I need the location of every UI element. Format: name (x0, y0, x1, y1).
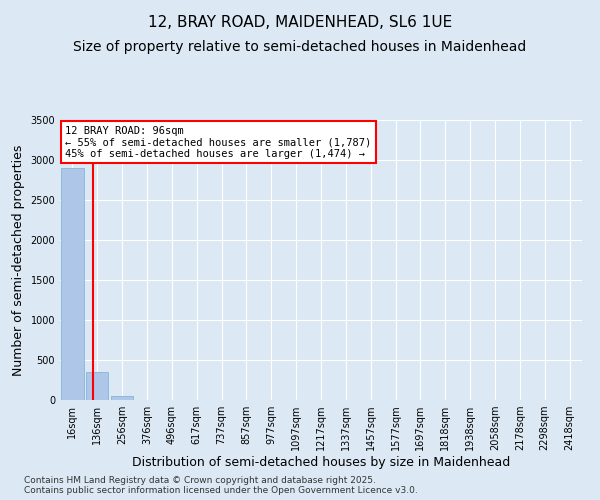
Text: 12 BRAY ROAD: 96sqm
← 55% of semi-detached houses are smaller (1,787)
45% of sem: 12 BRAY ROAD: 96sqm ← 55% of semi-detach… (65, 126, 371, 159)
Text: Contains HM Land Registry data © Crown copyright and database right 2025.
Contai: Contains HM Land Registry data © Crown c… (24, 476, 418, 495)
Y-axis label: Number of semi-detached properties: Number of semi-detached properties (12, 144, 25, 376)
Text: 12, BRAY ROAD, MAIDENHEAD, SL6 1UE: 12, BRAY ROAD, MAIDENHEAD, SL6 1UE (148, 15, 452, 30)
Bar (61, 168, 83, 400)
Bar (86, 372, 109, 400)
Text: Size of property relative to semi-detached houses in Maidenhead: Size of property relative to semi-detach… (73, 40, 527, 54)
Bar (111, 396, 133, 400)
X-axis label: Distribution of semi-detached houses by size in Maidenhead: Distribution of semi-detached houses by … (132, 456, 510, 469)
